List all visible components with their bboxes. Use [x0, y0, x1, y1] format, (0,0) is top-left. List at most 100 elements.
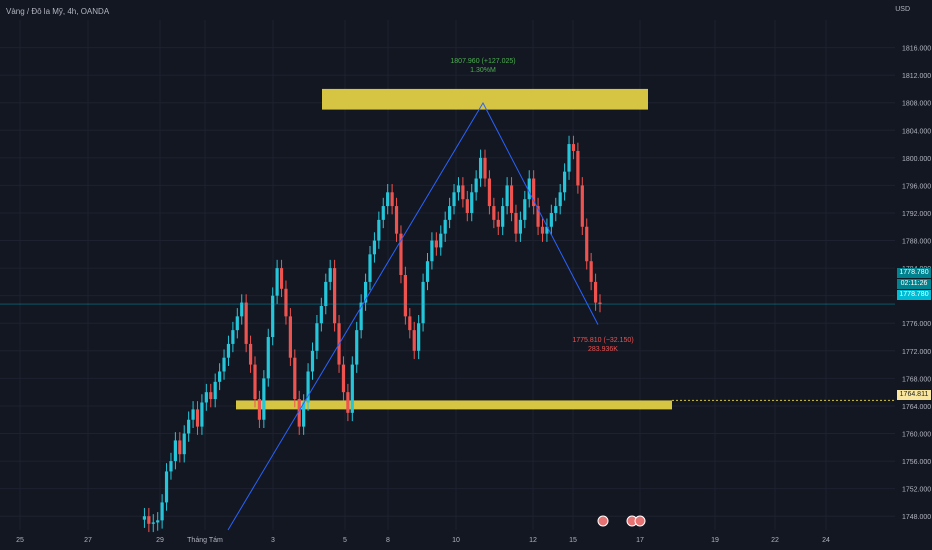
- candle-body: [187, 419, 191, 434]
- candle-body: [593, 281, 598, 303]
- x-tick-label: 15: [569, 537, 577, 544]
- candle-body: [222, 357, 226, 372]
- y-tick-label: 1796.000: [902, 183, 931, 190]
- candle-body: [487, 178, 492, 207]
- low-vol-annotation: 283.936K: [588, 346, 618, 353]
- candle-body: [253, 364, 257, 400]
- candle-body: [350, 364, 354, 413]
- candle-body: [195, 409, 200, 427]
- y-tick-label: 1788.000: [902, 239, 931, 246]
- candle-body: [421, 281, 425, 324]
- x-tick-label: 5: [343, 537, 347, 544]
- y-tick-label: 1816.000: [902, 46, 931, 53]
- candle-body: [571, 144, 576, 151]
- candle-body: [341, 364, 346, 393]
- candle-body: [262, 378, 266, 420]
- candle-body: [554, 206, 558, 213]
- candle-body: [377, 219, 381, 241]
- event-flag-icon: [597, 515, 609, 527]
- candle-body: [235, 316, 239, 331]
- x-tick-label: 8: [386, 537, 390, 544]
- candle-body: [226, 343, 231, 358]
- y-tick-label: 1800.000: [902, 156, 931, 163]
- candle-body: [363, 281, 368, 303]
- candle-body: [439, 233, 443, 248]
- candle-body: [483, 157, 487, 179]
- candle-body: [417, 323, 421, 351]
- candle-body: [231, 330, 235, 344]
- candle-body: [328, 268, 332, 282]
- event-flag-icon: [634, 515, 646, 527]
- candle-body: [200, 402, 204, 427]
- candle-body: [465, 199, 469, 213]
- candle-body: [478, 157, 483, 179]
- candle-body: [425, 261, 430, 282]
- candle-body: [279, 268, 284, 289]
- candle-body: [191, 409, 195, 420]
- candle-body: [266, 337, 270, 379]
- candle-body: [532, 178, 536, 207]
- y-tick-label: 1772.000: [902, 349, 931, 356]
- y-tick-label: 1756.000: [902, 459, 931, 466]
- support-resistance-zone: [322, 88, 648, 110]
- y-tick-label: 1764.000: [902, 404, 931, 411]
- candle-body: [492, 206, 496, 220]
- candle-body: [518, 219, 522, 234]
- candle-body: [399, 233, 403, 275]
- candle-body: [496, 219, 500, 227]
- x-tick-label: 27: [84, 537, 92, 544]
- candle-body: [381, 206, 385, 220]
- candle-body: [213, 381, 217, 400]
- countdown-tag: 02:11:26: [897, 279, 931, 289]
- candle-body: [545, 226, 549, 234]
- candle-body: [434, 240, 438, 248]
- candle-body: [514, 212, 518, 234]
- candle-body: [142, 516, 147, 520]
- candle-body: [240, 302, 244, 317]
- candle-body: [315, 323, 319, 351]
- candle-body: [147, 516, 151, 524]
- candle-body: [257, 399, 262, 420]
- candle-body: [288, 316, 292, 358]
- y-tick-label: 1760.000: [902, 432, 931, 439]
- y-tick-label: 1752.000: [902, 487, 931, 494]
- y-tick-label: 1792.000: [902, 211, 931, 218]
- candle-body: [284, 288, 288, 317]
- symbol-title: Vàng / Đô la Mỹ, 4h, OANDA: [6, 7, 110, 16]
- x-tick-label: 25: [16, 537, 24, 544]
- candle-body: [333, 268, 337, 324]
- high-annotation: 1807.960 (+127.025): [450, 58, 515, 65]
- candle-body: [248, 343, 253, 365]
- candle-body: [589, 261, 593, 282]
- candle-body: [319, 306, 323, 324]
- candle-body: [558, 192, 562, 207]
- x-tick-label: 10: [452, 537, 460, 544]
- candle-body: [408, 316, 412, 331]
- x-tick-label: 3: [271, 537, 275, 544]
- candle-body: [403, 275, 407, 317]
- candle-body: [474, 178, 478, 193]
- candle-body: [297, 399, 301, 427]
- candle-body: [346, 392, 350, 413]
- candle-body: [585, 226, 589, 262]
- candle-body: [169, 461, 173, 472]
- candle-body: [523, 199, 527, 220]
- candle-body: [209, 392, 213, 400]
- candle-body: [271, 295, 275, 338]
- candle-body: [448, 206, 452, 220]
- candle-body: [456, 185, 461, 193]
- candle-body: [182, 433, 186, 455]
- candle-body: [372, 240, 377, 255]
- high-pct-annotation: 1.30%M: [470, 67, 496, 74]
- x-tick-label: 17: [636, 537, 644, 544]
- candle-body: [598, 302, 602, 304]
- candle-body: [540, 226, 545, 234]
- candle-body: [470, 192, 474, 213]
- x-tick-label: 12: [529, 537, 537, 544]
- candle-body: [386, 192, 390, 207]
- candle-body: [151, 522, 155, 524]
- currency-label: USD: [895, 6, 910, 13]
- candle-body: [173, 440, 177, 462]
- candle-body: [160, 502, 164, 521]
